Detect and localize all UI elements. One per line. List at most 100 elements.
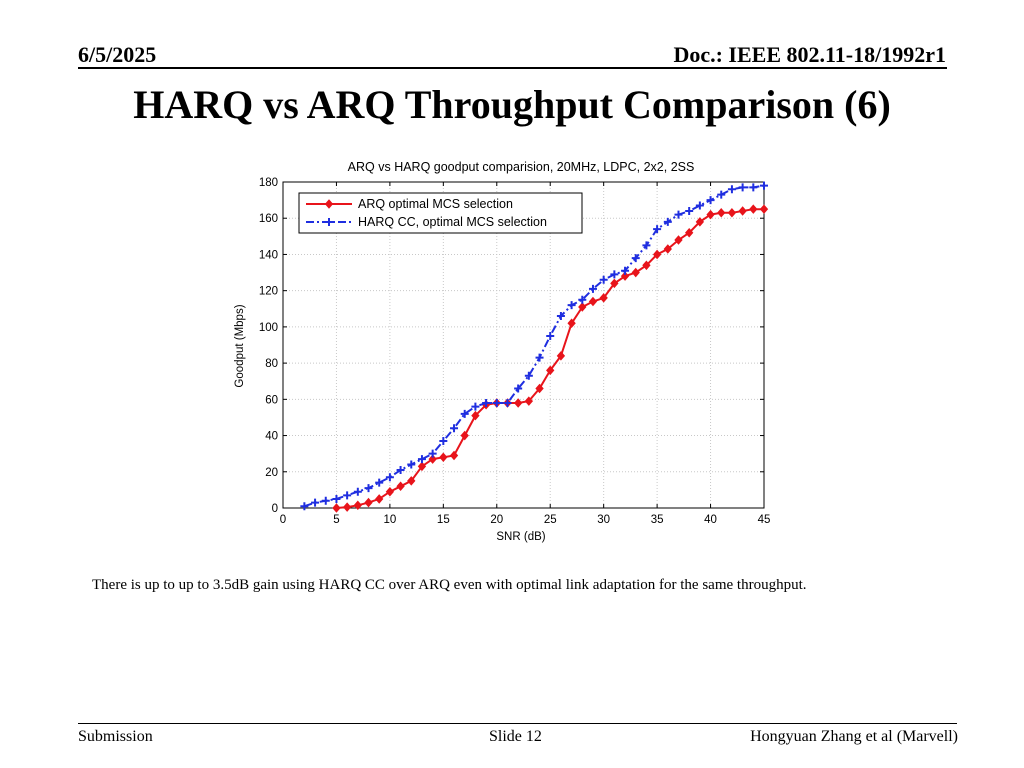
data-point: [599, 293, 608, 303]
series-harq-cc: [300, 181, 768, 511]
data-point: [610, 270, 619, 279]
footer-rule: [78, 723, 957, 724]
data-point: [492, 398, 501, 407]
y-tick-label: 100: [259, 322, 278, 334]
data-point: [428, 449, 437, 458]
data-point: [674, 235, 683, 245]
data-point: [567, 318, 576, 329]
data-point: [663, 217, 672, 226]
footer-submission: Submission: [78, 728, 153, 745]
data-point: [514, 384, 523, 393]
data-point: [482, 398, 491, 407]
data-point: [471, 402, 480, 411]
data-point: [364, 497, 373, 508]
legend-label: ARQ optimal MCS selection: [358, 197, 513, 211]
data-point: [759, 204, 769, 214]
data-point: [567, 301, 576, 310]
footer-author: Hongyuan Zhang et al (Marvell): [750, 728, 958, 745]
data-point: [375, 478, 384, 487]
data-point: [727, 208, 737, 218]
footer-slide-number: Slide 12: [489, 728, 542, 745]
y-tick-label: 140: [259, 249, 278, 261]
x-tick-label: 0: [280, 514, 286, 526]
data-point: [407, 460, 416, 469]
legend-marker: [325, 218, 333, 226]
data-point: [417, 461, 427, 472]
y-tick-label: 60: [265, 394, 278, 406]
data-point: [375, 494, 384, 504]
data-point: [695, 201, 704, 210]
x-tick-label: 10: [383, 514, 396, 526]
data-point: [364, 484, 373, 493]
series-arq: [332, 204, 769, 513]
data-point: [610, 278, 619, 289]
data-point: [588, 284, 597, 293]
data-point: [439, 452, 448, 463]
data-point: [546, 365, 555, 376]
legend-box: [298, 192, 583, 234]
data-point: [717, 208, 726, 218]
data-point: [578, 295, 587, 304]
data-point: [749, 183, 758, 192]
data-point: [631, 254, 640, 263]
data-point: [524, 371, 533, 380]
data-point: [621, 266, 630, 275]
data-point: [653, 225, 662, 234]
data-point: [620, 271, 630, 281]
y-tick-label: 80: [265, 358, 278, 370]
data-point: [663, 244, 672, 254]
data-point: [695, 217, 705, 227]
data-point: [599, 275, 608, 284]
data-point: [343, 491, 352, 500]
data-point: [460, 430, 469, 441]
data-point: [353, 500, 362, 511]
data-point: [556, 351, 566, 361]
data-point: [396, 465, 405, 474]
data-point: [631, 267, 640, 278]
header-date: 6/5/2025: [78, 42, 157, 67]
data-point: [450, 424, 459, 433]
data-point: [546, 331, 555, 340]
x-tick-label: 5: [333, 514, 339, 526]
y-tick-label: 40: [265, 431, 278, 443]
y-tick-label: 0: [272, 503, 278, 515]
x-axis-ticks: 0 5 10 15 20 25 30 35 40 45: [280, 182, 771, 526]
y-tick-label: 160: [259, 213, 278, 225]
y-tick-label: 120: [259, 286, 278, 298]
data-point: [385, 486, 395, 497]
x-tick-label: 25: [544, 514, 557, 526]
header-rule: [78, 67, 947, 69]
data-point: [588, 296, 598, 307]
data-point: [685, 206, 694, 215]
data-point: [642, 241, 651, 250]
header-doc-id: Doc.: IEEE 802.11-18/1992r1: [673, 42, 946, 67]
data-point: [342, 502, 352, 512]
data-point: [332, 503, 341, 513]
data-point: [556, 312, 565, 321]
data-point: [300, 502, 309, 511]
chart-grid: [283, 182, 764, 508]
data-point: [513, 398, 523, 408]
data-point: [642, 260, 651, 271]
data-point: [535, 353, 544, 362]
data-point: [332, 494, 341, 503]
legend-marker: [324, 199, 334, 209]
data-point: [524, 396, 534, 406]
x-tick-label: 45: [758, 514, 771, 526]
data-point: [727, 185, 736, 194]
data-point: [407, 476, 416, 486]
data-point: [353, 487, 362, 496]
data-point: [717, 190, 726, 199]
data-point: [396, 481, 405, 492]
plot-frame: [282, 181, 765, 509]
chart-title: ARQ vs HARQ goodput comparision, 20MHz, …: [348, 160, 695, 174]
x-tick-label: 40: [704, 514, 717, 526]
data-point: [460, 409, 469, 418]
data-point: [706, 196, 715, 205]
legend-label: HARQ CC, optimal MCS selection: [358, 215, 547, 229]
data-point: [417, 455, 426, 464]
data-point: [385, 473, 394, 482]
data-point: [535, 383, 544, 394]
data-point: [428, 454, 437, 464]
data-point: [738, 183, 747, 192]
